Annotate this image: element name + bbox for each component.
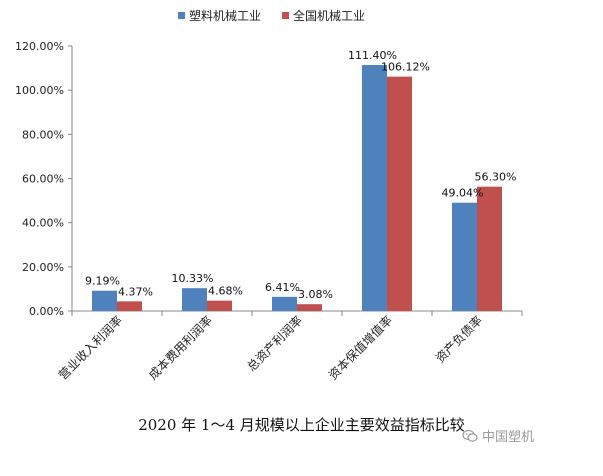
- bar: [387, 76, 412, 311]
- data-label: 9.19%: [85, 275, 120, 288]
- watermark-text: 中国塑机: [482, 430, 535, 445]
- legend-label: 全国机械工业: [293, 8, 365, 23]
- bars: [92, 64, 502, 311]
- x-tick-label: 成本费用利润率: [145, 313, 215, 383]
- y-tick-label: 40.00%: [22, 217, 64, 230]
- legend-swatch: [282, 12, 289, 19]
- chart-caption: 2020 年 1～4 月规模以上企业主要效益指标比较: [138, 416, 465, 434]
- y-tick-label: 120.00%: [15, 40, 64, 53]
- y-tick-label: 100.00%: [15, 84, 64, 97]
- data-label: 4.37%: [118, 285, 153, 298]
- x-tick-label: 资产负债率: [432, 313, 485, 366]
- y-tick-label: 80.00%: [22, 128, 64, 141]
- y-tick-label: 0.00%: [29, 305, 64, 318]
- wechat-logo-icon: [462, 429, 478, 442]
- x-tick-label: 总资产利润率: [244, 313, 306, 375]
- bar: [477, 186, 502, 311]
- bar: [92, 290, 117, 311]
- bar: [182, 288, 207, 311]
- data-label: 111.40%: [348, 49, 397, 62]
- bar: [117, 301, 142, 311]
- data-label: 3.08%: [298, 288, 333, 301]
- x-axis: 营业收入利润率 成本费用利润率 总资产利润率 资本保值增值率 资产负债率: [55, 310, 523, 383]
- data-label: 6.41%: [265, 281, 300, 294]
- legend-label: 塑料机械工业: [189, 8, 261, 23]
- data-label: 10.33%: [172, 272, 214, 285]
- legend: 塑料机械工业 全国机械工业: [178, 8, 365, 23]
- bar: [452, 202, 477, 311]
- y-tick-label: 60.00%: [22, 173, 64, 186]
- bar: [272, 296, 297, 311]
- bar: [362, 64, 387, 311]
- x-tick-label: 资本保值增值率: [325, 313, 395, 383]
- data-label: 56.30%: [475, 171, 517, 184]
- bar: [297, 304, 322, 311]
- data-label: 106.12%: [381, 61, 430, 74]
- bar: [207, 300, 232, 311]
- data-label: 49.04%: [442, 187, 484, 200]
- legend-swatch: [178, 12, 185, 19]
- y-tick-label: 20.00%: [22, 261, 64, 274]
- data-labels: 9.19% 10.33% 6.41% 111.40% 49.04% 4.37% 4.68% 3…: [85, 49, 516, 301]
- x-tick-label: 营业收入利润率: [55, 313, 125, 383]
- data-label: 4.68%: [208, 285, 243, 298]
- y-axis: 0.00% 20.00% 40.00% 60.00% 80.00% 100.00% 120.…: [15, 40, 73, 318]
- watermark: 中国塑机: [462, 426, 534, 445]
